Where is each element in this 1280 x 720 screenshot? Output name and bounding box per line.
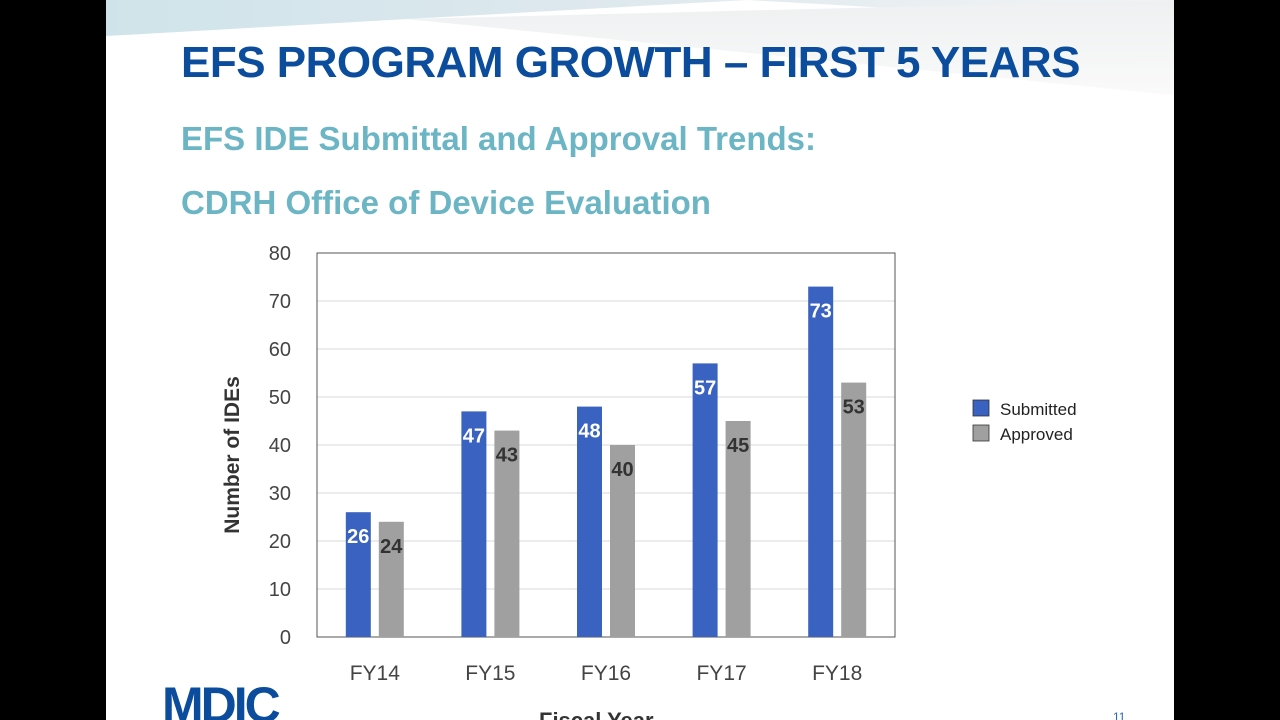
- y-tick-label: 60: [269, 339, 291, 361]
- y-tick-label: 80: [269, 243, 291, 265]
- slide-title: EFS PROGRAM GROWTH – FIRST 5 YEARS: [181, 38, 1080, 87]
- bar-submitted: [692, 363, 718, 637]
- y-tick-label: 0: [280, 627, 291, 649]
- bar-approved: [378, 521, 404, 637]
- data-label: 45: [727, 435, 749, 457]
- legend-swatch-approved: [972, 424, 990, 442]
- bar-submitted: [461, 411, 487, 637]
- y-tick-label: 40: [269, 435, 291, 457]
- data-label: 47: [463, 425, 485, 447]
- data-label: 48: [578, 421, 600, 443]
- slide-subtitle-2: CDRH Office of Device Evaluation: [181, 184, 711, 221]
- x-tick-label: FY14: [350, 662, 401, 685]
- data-label: 53: [843, 397, 865, 419]
- bar-submitted: [808, 286, 834, 637]
- bar-submitted: [577, 406, 602, 637]
- x-axis-title: Fiscal Year: [539, 708, 654, 720]
- bar-approved: [841, 382, 867, 637]
- data-label: 43: [496, 445, 518, 467]
- data-label: 24: [380, 536, 403, 558]
- page-number: 11: [1113, 710, 1126, 720]
- x-tick-label: FY16: [581, 662, 631, 685]
- x-tick-label: FY15: [465, 662, 515, 685]
- y-tick-label: 10: [269, 579, 291, 601]
- bar-chart: 0 10 20 30 40 50 60 70 80 26 24 FY14 47 43 FY15 48 40 FY1…: [221, 243, 1077, 685]
- y-tick-label: 50: [269, 387, 291, 409]
- mdic-logo: MDIC: [162, 677, 281, 720]
- bar-approved: [494, 430, 520, 637]
- x-tick-label: FY18: [812, 662, 862, 685]
- bar-approved: [610, 445, 635, 637]
- y-tick-label: 30: [269, 483, 291, 505]
- y-axis-title: Number of IDEs: [221, 376, 244, 534]
- data-label: 73: [810, 301, 832, 323]
- plot-area: [316, 252, 896, 638]
- slide: EFS PROGRAM GROWTH – FIRST 5 YEARS EFS I…: [106, 0, 1174, 720]
- y-tick-label: 70: [269, 291, 291, 313]
- legend-label-approved: Approved: [1000, 425, 1073, 444]
- data-label: 40: [611, 459, 633, 481]
- data-label: 26: [347, 526, 369, 548]
- bar-approved: [725, 421, 751, 637]
- x-tick-label: FY17: [696, 662, 746, 685]
- bar-submitted: [345, 512, 371, 637]
- legend-swatch-submitted: [972, 399, 990, 417]
- legend-label-submitted: Submitted: [1000, 400, 1077, 419]
- slide-subtitle-1: EFS IDE Submittal and Approval Trends:: [181, 120, 817, 157]
- y-tick-label: 20: [269, 531, 291, 553]
- data-label: 57: [694, 377, 716, 399]
